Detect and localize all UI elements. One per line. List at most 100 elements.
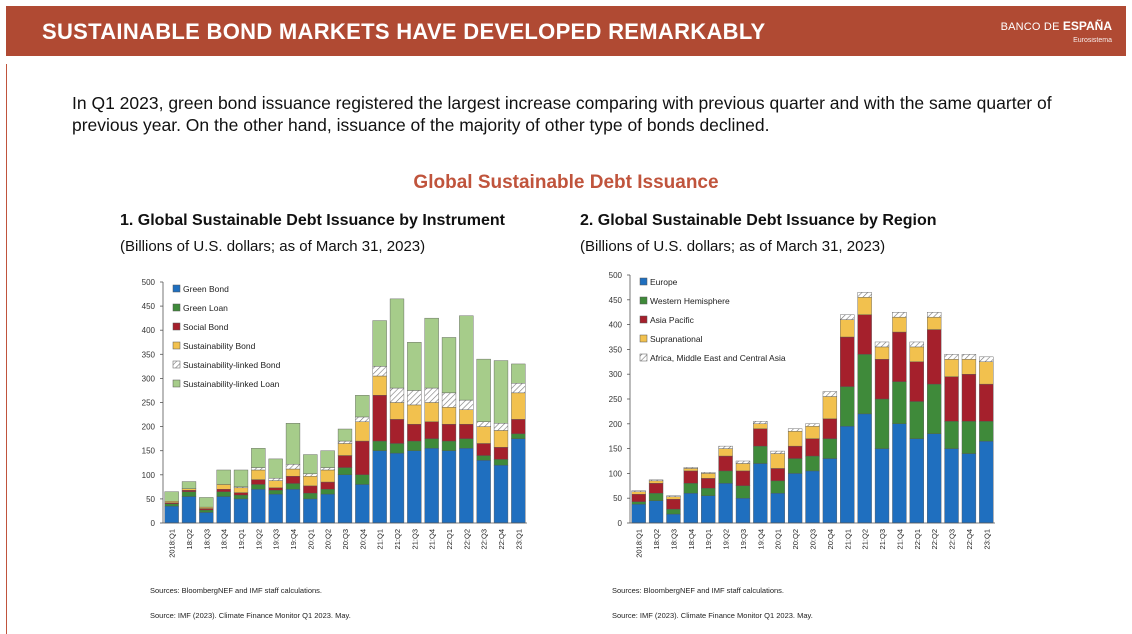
chart1-bar-segment bbox=[511, 383, 526, 394]
chart1-title: 1. Global Sustainable Debt Issuance by I… bbox=[120, 212, 505, 229]
chart2-bar-segment bbox=[735, 470, 751, 487]
chart1-bar-segment bbox=[424, 317, 439, 389]
chart1-x-tick-label: 22:Q1 bbox=[445, 529, 454, 549]
chart1-bar-segment bbox=[459, 409, 474, 425]
chart1-bar-segment bbox=[372, 440, 387, 451]
chart2-bar-segment bbox=[631, 494, 646, 502]
chart1-bar-segment bbox=[199, 506, 214, 509]
chart1-legend-swatch bbox=[172, 379, 181, 388]
chart1-bar-segment bbox=[251, 469, 266, 480]
chart1-y-tick-label: 450 bbox=[142, 302, 156, 311]
chart2-bar-segment bbox=[909, 341, 924, 348]
chart2-x-tick-label: 21:Q4 bbox=[895, 529, 904, 549]
chart2-bar-segment bbox=[683, 468, 698, 472]
chart1-bar-segment bbox=[320, 489, 335, 495]
chart1-bar-segment bbox=[303, 485, 318, 494]
chart2-bar-segment bbox=[718, 448, 733, 457]
chart2-bar-segment bbox=[822, 396, 838, 420]
chart2-x-tick-label: 22:Q3 bbox=[948, 529, 957, 549]
chart1-bar-segment bbox=[459, 448, 474, 524]
chart2-y-tick-label: 150 bbox=[609, 445, 623, 454]
chart2-y-tick-label: 350 bbox=[609, 345, 623, 354]
chart2-bar-segment bbox=[961, 354, 977, 360]
chart2-source-line: Source: IMF (2023). Climate Finance Moni… bbox=[612, 611, 813, 620]
chart1-bar-segment bbox=[164, 491, 179, 502]
chart1-y-tick-label: 300 bbox=[142, 374, 156, 383]
chart1-y-tick-label: 250 bbox=[142, 399, 156, 408]
chart1-sources: Sources: BloombergNEF and IMF staff calc… bbox=[150, 586, 323, 595]
chart2-bar-segment bbox=[787, 458, 803, 474]
chart1-bar-segment bbox=[251, 448, 266, 468]
chart2-bar-segment bbox=[840, 314, 855, 320]
chart1-legend-label: Green Loan bbox=[183, 303, 228, 313]
chart1-x-tick-label: 20:Q4 bbox=[358, 529, 367, 549]
chart2-x-tick-label: 20:Q1 bbox=[774, 529, 783, 549]
title-banner: SUSTAINABLE BOND MARKETS HAVE DEVELOPED … bbox=[6, 6, 1126, 56]
chart1-bar-segment bbox=[476, 358, 491, 422]
chart2-y-tick-label: 200 bbox=[609, 420, 623, 429]
chart2-x-tick-label: 21:Q1 bbox=[843, 529, 852, 549]
chart1-bar-segment bbox=[233, 498, 249, 524]
chart1-x-tick-label: 19:Q3 bbox=[272, 529, 281, 549]
chart1-bar-segment bbox=[303, 476, 318, 487]
chart1-bar-segment bbox=[441, 423, 457, 442]
chart2-bar-segment bbox=[701, 478, 716, 489]
chart2-bar-segment bbox=[735, 498, 751, 524]
chart2-bar-segment bbox=[840, 426, 855, 524]
chart1-bar-segment bbox=[389, 402, 405, 420]
chart2-plot: 0 50 100 150 200 250 300 350 400 450 500 2018:Q1 18:… bbox=[609, 271, 995, 558]
chart2-bar-segment bbox=[770, 468, 785, 482]
chart2-bar-segment bbox=[666, 498, 681, 510]
chart2-bar-segment bbox=[666, 508, 681, 515]
chart1-bar-segment bbox=[285, 463, 301, 470]
chart1-bar-segment bbox=[459, 438, 474, 449]
chart1-y-tick-label: 400 bbox=[142, 326, 156, 335]
chart2-y-tick-label: 50 bbox=[613, 494, 622, 503]
chart2-x-tick-label: 20:Q3 bbox=[809, 529, 818, 549]
chart2-bar-segment bbox=[944, 448, 959, 524]
chart2-bar-segment bbox=[666, 495, 681, 497]
chart1-bar-segment bbox=[251, 489, 266, 524]
chart2-bar-segment bbox=[979, 361, 994, 385]
chart2-bar-segment bbox=[805, 470, 820, 524]
chart1-bar-segment bbox=[389, 298, 405, 389]
chart1-bar-segment bbox=[320, 469, 335, 483]
chart2-bar-segment bbox=[648, 479, 664, 482]
chart1-bar-segment bbox=[337, 474, 353, 524]
chart1-bar-segment bbox=[389, 387, 405, 403]
chart1-bar-segment bbox=[424, 387, 439, 403]
chart1-bar-segment bbox=[164, 505, 179, 524]
chart2-x-tick-label: 21:Q3 bbox=[878, 529, 887, 549]
chart2-legend-swatch bbox=[639, 296, 648, 305]
chart2-bar-segment bbox=[874, 398, 890, 449]
chart1-x-tick-label: 20:Q3 bbox=[341, 529, 350, 549]
chart2-bar-segment bbox=[927, 316, 942, 330]
chart1-y-tick-label: 350 bbox=[142, 350, 156, 359]
chart1-x-tick-label: 19:Q4 bbox=[289, 529, 298, 549]
chart2-x-tick-label: 18:Q4 bbox=[687, 529, 696, 549]
chart2-bar-segment bbox=[840, 319, 855, 338]
chart2-x-tick-label: 18:Q3 bbox=[669, 529, 678, 549]
chart2-bar-segment bbox=[979, 421, 994, 442]
chart2-bar-segment bbox=[735, 460, 751, 464]
chart2-bar-segment bbox=[857, 314, 872, 355]
chart1-bar-segment bbox=[268, 493, 283, 524]
chart2-legend-label: Western Hemisphere bbox=[650, 296, 730, 306]
chart2-bar-segment bbox=[666, 496, 681, 500]
chart1-bar-segment bbox=[372, 366, 387, 377]
chart2-x-tick-label: 21:Q2 bbox=[861, 529, 870, 549]
chart2-x-tick-label: 22:Q2 bbox=[930, 529, 939, 549]
chart1-bar-segment bbox=[303, 498, 318, 524]
chart2-bar-segment bbox=[787, 445, 803, 459]
chart2-legend-label: Asia Pacific bbox=[650, 315, 695, 325]
chart1-x-tick-label: 23:Q1 bbox=[514, 529, 523, 549]
chart2-x-tick-label: 20:Q2 bbox=[791, 529, 800, 549]
chart1-legend-label: Sustainability-linked Bond bbox=[183, 360, 281, 370]
chart1-x-tick-label: 21:Q2 bbox=[393, 529, 402, 549]
chart1-bar-segment bbox=[407, 404, 422, 425]
chart2-bar-segment bbox=[648, 483, 664, 494]
chart2-bar-segment bbox=[753, 423, 768, 429]
chart1-plot: 0 50 100 150 200 250 300 350 400 450 500 2018:Q1 18:… bbox=[142, 278, 527, 558]
chart1-bar-segment bbox=[268, 490, 283, 495]
chart1-bar-segment bbox=[407, 423, 422, 442]
